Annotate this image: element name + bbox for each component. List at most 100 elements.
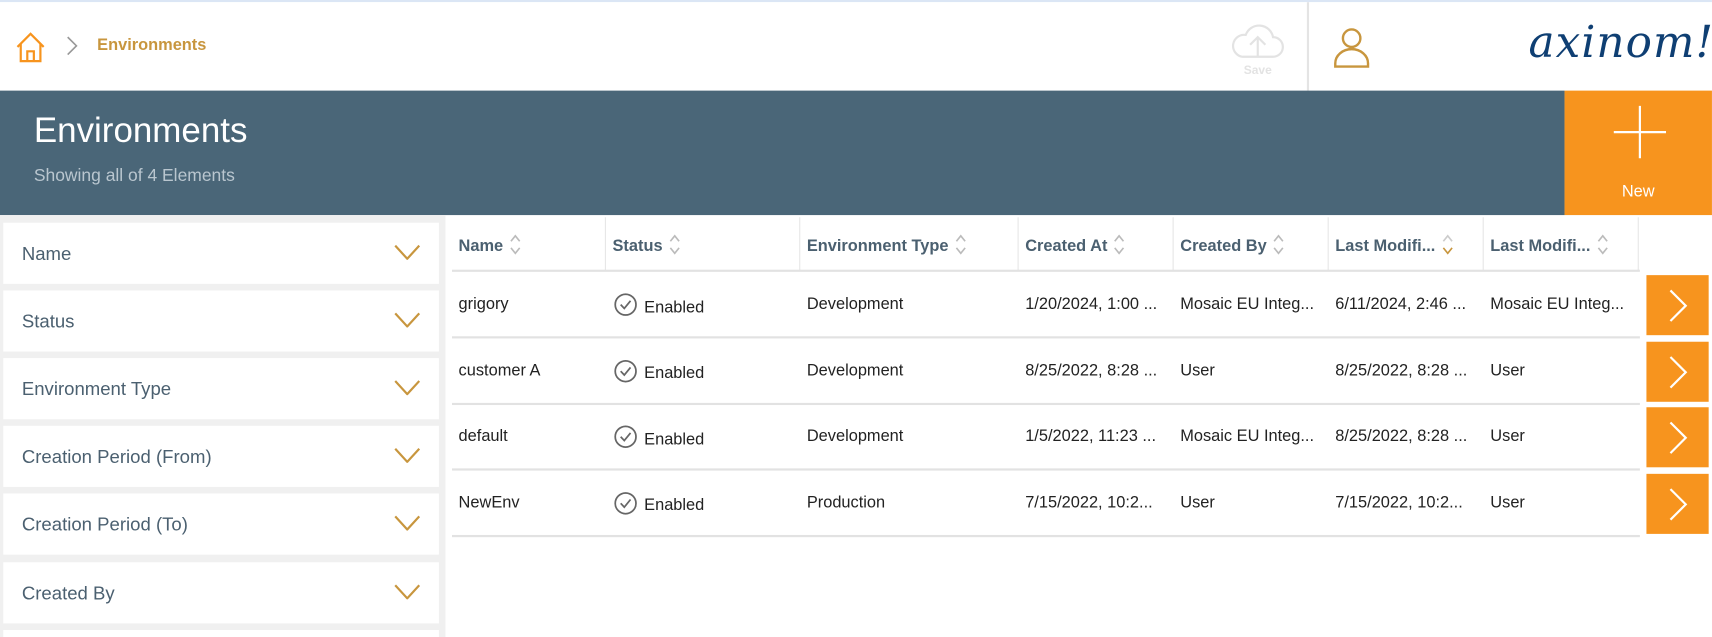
filter-environment-type[interactable]: Environment Type — [3, 358, 439, 420]
check-circle-icon — [614, 425, 638, 453]
sort-icon — [510, 234, 521, 260]
divider — [452, 269, 1640, 272]
sort-icon — [955, 234, 966, 260]
top-bar: Environments Save axinom! — [0, 2, 1712, 91]
column-label: Last Modifi... — [1490, 236, 1591, 256]
cell-created-at: 7/15/2022, 10:2... — [1025, 492, 1153, 512]
cell-environment-type: Development — [806, 294, 904, 314]
column-header-created-by[interactable]: Created By — [1174, 217, 1329, 271]
cell-environment-type: Production — [806, 492, 886, 512]
check-circle-icon — [614, 491, 638, 519]
cell-name: default — [458, 426, 508, 446]
open-details-button[interactable] — [1646, 341, 1709, 402]
divider — [1306, 2, 1310, 91]
filter-status[interactable]: Status — [3, 290, 439, 352]
open-details-button[interactable] — [1646, 473, 1709, 534]
status-text: Enabled — [644, 297, 705, 317]
cell-created-at: 1/5/2022, 11:23 ... — [1025, 426, 1157, 446]
cell-name: grigory — [458, 294, 509, 314]
chevron-right-icon — [66, 35, 79, 62]
status-cell: Enabled — [614, 359, 705, 387]
page-title: Environments — [33, 110, 248, 150]
chevron-down-icon — [394, 312, 421, 333]
sort-icon — [669, 234, 680, 260]
save-button[interactable]: Save — [1227, 22, 1288, 78]
cell-name: customer A — [458, 360, 541, 380]
table-row[interactable]: grigory Enabled Development 1/20/2024, 1:00… — [452, 272, 1712, 338]
filter-sidebar: Name Status Environment Type Creation Pe… — [0, 215, 446, 637]
column-label: Environment Type — [806, 236, 949, 256]
column-label: Last Modifi... — [1335, 236, 1436, 256]
column-header-last-modified-at[interactable]: Last Modifi... — [1329, 217, 1484, 271]
filter-more[interactable] — [3, 629, 439, 637]
column-header-environment-type[interactable]: Environment Type — [800, 217, 1019, 271]
cell-created-by: User — [1180, 492, 1215, 512]
divider — [452, 534, 1640, 537]
column-header-created-at[interactable]: Created At — [1019, 217, 1174, 271]
cell-last-modified-by: User — [1490, 492, 1525, 512]
user-icon[interactable] — [1333, 26, 1370, 75]
cell-last-modified-at: 8/25/2022, 8:28 ... — [1335, 426, 1468, 446]
sort-icon — [1597, 234, 1608, 260]
open-details-button[interactable] — [1646, 275, 1709, 336]
check-circle-icon — [614, 293, 638, 321]
divider — [452, 468, 1640, 471]
cell-name: NewEnv — [458, 492, 520, 512]
cell-created-at: 1/20/2024, 1:00 ... — [1025, 294, 1158, 314]
filter-creation-from[interactable]: Creation Period (From) — [3, 425, 439, 487]
divider — [452, 402, 1640, 405]
home-icon[interactable] — [14, 31, 47, 69]
status-text: Enabled — [644, 429, 705, 449]
divider — [452, 336, 1640, 339]
filter-label: Status — [21, 311, 75, 332]
status-text: Enabled — [644, 495, 705, 515]
table-row[interactable]: NewEnv Enabled Production 7/15/2022, 10:2..… — [452, 470, 1712, 536]
status-text: Enabled — [644, 363, 705, 383]
column-header-name[interactable]: Name — [452, 217, 606, 271]
cell-last-modified-by: Mosaic EU Integ... — [1490, 294, 1625, 314]
filter-creation-to[interactable]: Creation Period (To) — [3, 493, 439, 555]
sort-icon — [1273, 234, 1284, 260]
breadcrumb[interactable]: Environments — [97, 36, 207, 55]
filter-label: Name — [21, 243, 72, 265]
axinom-logo: axinom! — [1528, 17, 1712, 68]
cloud-upload-icon — [1229, 24, 1286, 64]
cell-last-modified-at: 7/15/2022, 10:2... — [1335, 492, 1463, 512]
cell-environment-type: Development — [806, 360, 904, 380]
cell-last-modified-at: 8/25/2022, 8:28 ... — [1335, 360, 1468, 380]
filter-label: Created By — [21, 583, 115, 604]
cell-environment-type: Development — [806, 426, 904, 446]
column-label: Created At — [1025, 236, 1108, 256]
status-cell: Enabled — [614, 425, 705, 453]
filter-label: Creation Period (From) — [21, 446, 212, 468]
status-cell: Enabled — [614, 293, 705, 321]
cell-last-modified-at: 6/11/2024, 2:46 ... — [1335, 294, 1467, 314]
new-button[interactable]: New — [1564, 90, 1712, 216]
open-details-button[interactable] — [1646, 407, 1709, 468]
filter-name[interactable]: Name — [3, 222, 439, 284]
table-row[interactable]: default Enabled Development 1/5/2022, 11:23… — [452, 404, 1712, 470]
column-label: Created By — [1180, 236, 1267, 256]
cell-created-by: Mosaic EU Integ... — [1180, 294, 1315, 314]
filter-label: Environment Type — [21, 378, 172, 400]
element-count: Showing all of 4 Elements — [33, 167, 235, 186]
filter-label: Creation Period (To) — [21, 514, 188, 535]
column-header-status[interactable]: Status — [606, 217, 801, 271]
new-label: New — [1621, 182, 1655, 201]
save-label: Save — [1243, 64, 1272, 78]
plus-icon — [1613, 104, 1667, 166]
table-row[interactable]: customer A Enabled Development 8/25/2022, 8… — [452, 338, 1712, 404]
column-label: Status — [612, 236, 663, 256]
cell-last-modified-by: User — [1490, 360, 1525, 380]
filter-created-by[interactable]: Created By — [3, 562, 439, 624]
chevron-down-icon — [394, 244, 421, 266]
chevron-down-icon — [394, 380, 421, 401]
check-circle-icon — [614, 359, 638, 387]
column-label: Name — [458, 236, 504, 256]
column-header-last-modified-by[interactable]: Last Modifi... — [1484, 217, 1639, 271]
sort-icon — [1114, 234, 1125, 260]
page-header: Environments Showing all of 4 Elements — [0, 90, 1565, 216]
cell-last-modified-by: User — [1490, 426, 1525, 446]
chevron-down-icon — [394, 584, 421, 605]
status-cell: Enabled — [614, 491, 705, 519]
